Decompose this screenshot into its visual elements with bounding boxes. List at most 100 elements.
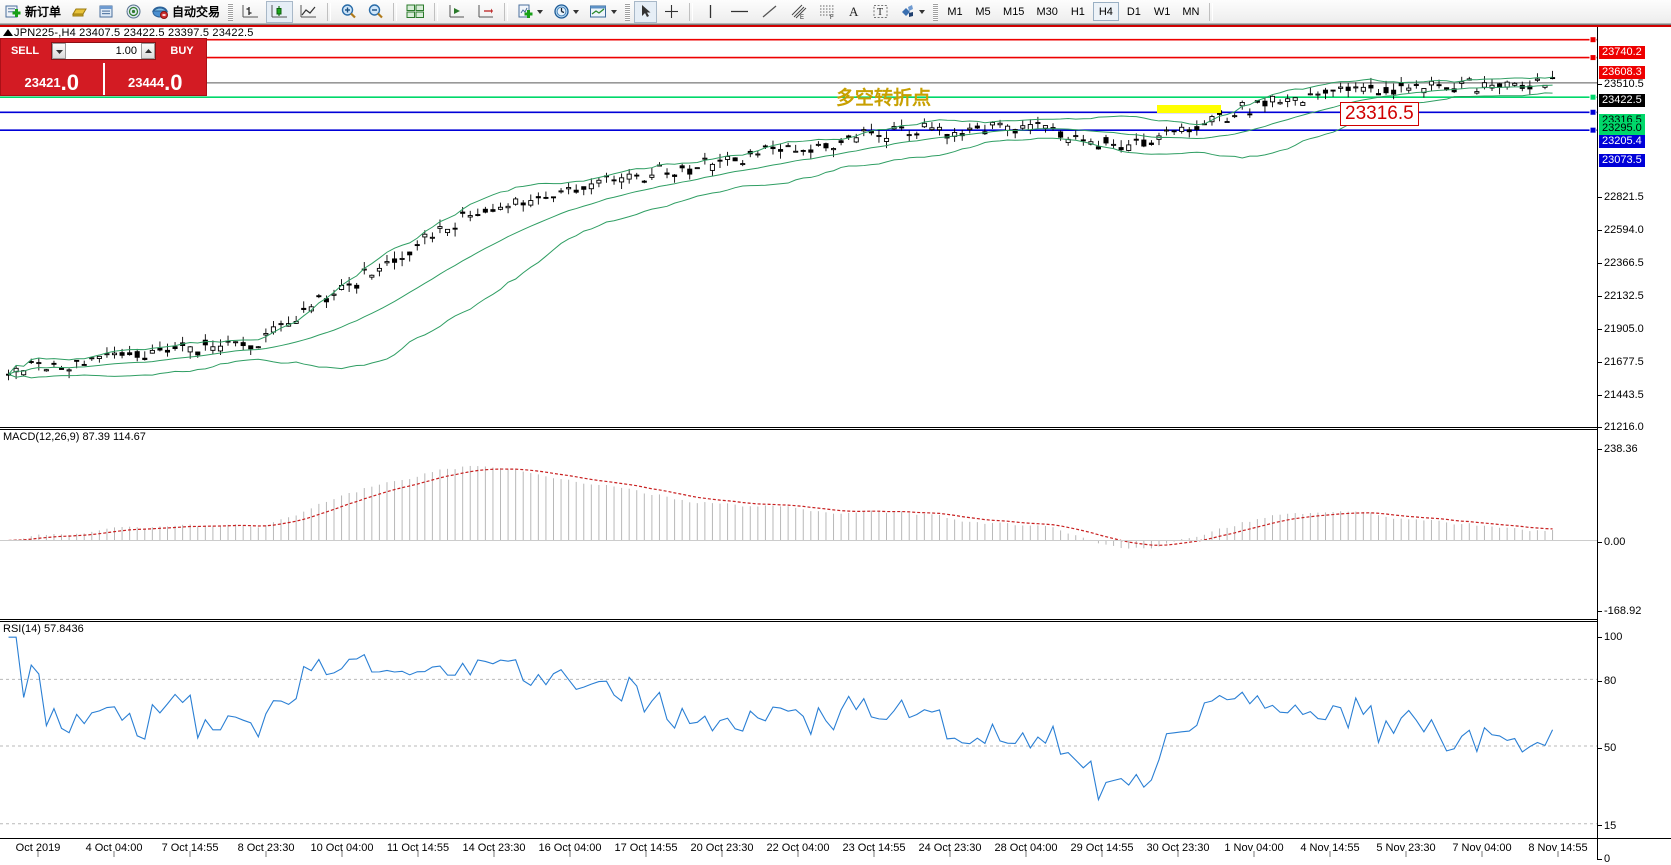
chevron-down-icon-4[interactable] [919,9,926,14]
crosshair-button[interactable] [659,1,684,23]
rsi-pane-top-border [0,619,1597,620]
buy-button[interactable]: BUY [170,45,194,57]
lot-size-stepper[interactable]: 1.00 [51,42,156,60]
text-box-button[interactable]: T [868,1,893,23]
price-tag-support-blue[interactable]: 23205.4 [1599,135,1645,148]
time-tick: 5 Nov 23:30 [1376,842,1436,854]
sell-price[interactable]: 23421.0 [1,63,103,95]
price-tick: 22132.5 [1598,290,1644,302]
toolbar-grip-2[interactable] [625,2,631,21]
period-clock-icon [553,3,570,20]
new-order-label: 新订单 [25,5,62,19]
time-scale[interactable]: Oct 2019 4 Oct 04:00 7 Oct 14:55 8 Oct 23:3… [0,838,1671,859]
svg-text:A: A [849,4,859,19]
timeframe-m15[interactable]: M15 [1003,5,1025,18]
timeframe-h1[interactable]: H1 [1070,5,1085,18]
lot-decrease-button[interactable] [52,43,66,59]
data-window-icon [98,3,115,20]
price-tag-resistance[interactable]: 23740.2 [1599,46,1645,59]
price-tick: 21905.0 [1598,323,1644,335]
chevron-down-icon-3[interactable] [611,9,618,14]
zoom-out-button[interactable] [363,1,388,23]
add-indicator-button[interactable] [513,1,547,23]
timeframe-m30[interactable]: M30 [1036,5,1058,18]
lot-increase-button[interactable] [141,43,155,59]
zoom-in-icon [340,3,357,20]
templates-icon [589,3,608,20]
toolbar-grip-3[interactable] [933,2,939,21]
price-tag-support-green-2[interactable]: 23295.0 [1599,122,1645,135]
price-tag-last-price[interactable]: 23422.5 [1599,94,1645,107]
period-button[interactable] [549,1,583,23]
candlestick-chart-button[interactable] [266,0,294,23]
time-tick: 8 Oct 23:30 [237,842,295,854]
one-click-top-row: SELL 1.00 BUY [1,39,206,63]
price-tag-support-blue-2[interactable]: 23073.5 [1599,154,1645,167]
chart-shift-button[interactable] [443,1,470,23]
trendline-button[interactable] [756,1,783,23]
templates-button[interactable] [585,1,621,23]
timeframe-w1[interactable]: W1 [1153,5,1171,18]
time-tick: 14 Oct 23:30 [462,842,526,854]
chart-collapse-icon[interactable] [3,29,13,36]
rsi-pane-top-border-2 [0,621,1597,622]
horizontal-line-button[interactable] [725,1,754,23]
time-tick: 4 Oct 04:00 [85,842,143,854]
zoom-in-button[interactable] [336,1,361,23]
timeframe-h4[interactable]: H4 [1092,2,1119,21]
turning-point-annotation[interactable]: 多空转折点 [836,87,932,109]
price-tag-resistance[interactable]: 23608.3 [1599,66,1645,79]
vertical-line-button[interactable] [698,1,723,23]
one-click-trading-panel[interactable]: SELL 1.00 BUY 23421.0 23444.0 [0,38,207,96]
chart-canvas[interactable] [0,25,1597,860]
fibonacci-button[interactable]: F [814,1,841,23]
chevron-down-icon-2[interactable] [573,9,580,14]
macd-label: MACD(12,26,9) 87.39 114.67 [3,431,146,443]
shapes-button[interactable] [895,1,929,23]
timeframe-mn[interactable]: MN [1182,5,1200,18]
cursor-button[interactable] [634,0,658,23]
one-click-price-row: 23421.0 23444.0 [1,63,206,95]
data-window-button[interactable] [94,1,119,23]
timeframe-d1[interactable]: D1 [1126,5,1141,18]
autotrade-label: 自动交易 [172,5,221,19]
bar-chart-button[interactable] [237,1,264,23]
equidistant-channel-button[interactable]: E [785,1,812,23]
expert-advisor-button[interactable]: 自动交易 [148,1,224,23]
auto-scroll-button[interactable] [472,1,499,23]
gold-bar-button[interactable] [67,1,92,23]
signals-button[interactable] [121,1,146,23]
toolbar-grip[interactable] [228,2,234,21]
time-tick: Oct 2019 [15,842,61,854]
time-tick: 7 Nov 04:00 [1452,842,1512,854]
text-label-button[interactable]: A [843,1,866,23]
bar-chart-icon [241,3,260,20]
buy-price[interactable]: 23444.0 [105,63,207,95]
chart-shift-icon [447,3,466,20]
text-box-icon: T [872,3,889,20]
timeframe-m1[interactable]: M1 [947,5,963,18]
price-level-annotation[interactable]: 23316.5 [1340,102,1419,126]
price-tick: 21216.0 [1598,421,1644,433]
main-toolbar: 新订单 [0,0,1671,24]
chart-window[interactable]: JPN225-,H4 23407.5 23422.5 23397.5 23422… [0,24,1671,865]
price-scale[interactable]: 23510.5 22821.5 22594.0 22366.5 22132.5 21905… [1597,27,1671,865]
equidistant-channel-icon: E [789,3,808,20]
fibonacci-icon: F [818,3,837,20]
candlestick-chart-icon [270,3,289,20]
tile-windows-button[interactable] [402,1,429,23]
price-tick: 21443.5 [1598,389,1644,401]
lot-size-value[interactable]: 1.00 [115,45,137,57]
time-tick: 24 Oct 23:30 [918,842,982,854]
chevron-down-icon[interactable] [537,9,544,14]
new-order-button[interactable]: 新订单 [1,1,65,23]
time-tick: 29 Oct 14:55 [1070,842,1134,854]
sell-button[interactable]: SELL [10,45,40,57]
vertical-line-icon [702,3,719,20]
highlight-marker[interactable] [1157,105,1221,113]
horizontal-line-icon [729,3,750,20]
line-chart-button[interactable] [295,1,322,23]
timeframe-m5[interactable]: M5 [975,5,991,18]
toolbar-separator-2 [393,2,398,21]
time-tick: 11 Oct 14:55 [386,842,450,854]
